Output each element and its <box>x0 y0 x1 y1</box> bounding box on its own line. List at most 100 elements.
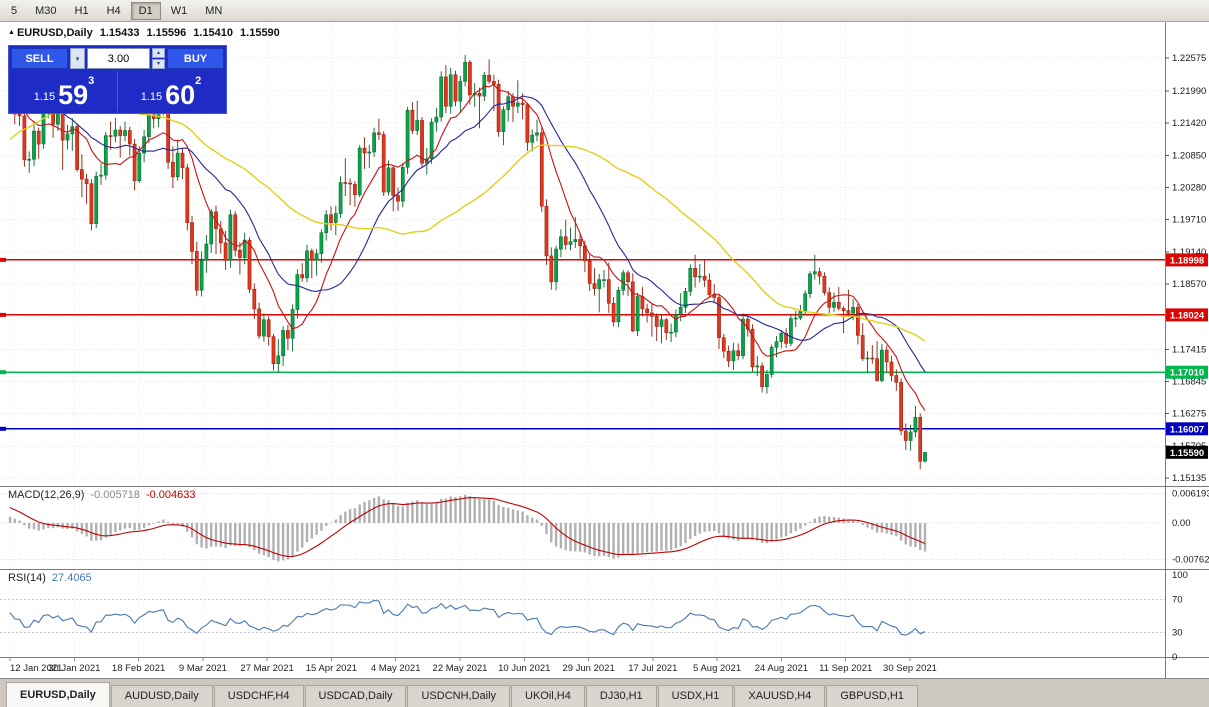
svg-text:100: 100 <box>1172 570 1188 581</box>
svg-text:5 Aug 2021: 5 Aug 2021 <box>693 663 741 674</box>
svg-text:1.20280: 1.20280 <box>1172 183 1206 194</box>
svg-text:1.21990: 1.21990 <box>1172 86 1206 97</box>
sell-price-display[interactable]: 1.15 59 3 <box>11 71 118 111</box>
chart-tab-usdcad-daily[interactable]: USDCAD,Daily <box>304 685 407 707</box>
chart-tab-audusd-daily[interactable]: AUDUSD,Daily <box>110 685 213 707</box>
grid-layer <box>0 22 1165 657</box>
volume-decrease-button[interactable]: ▾ <box>152 59 165 69</box>
macd-signal-value: -0.004633 <box>145 489 196 501</box>
chart-tab-ukoil-h4[interactable]: UKOil,H4 <box>511 685 585 707</box>
price-chart-canvas[interactable]: 1.22575 1.21990 1.21420 1.20850 1.20280 1.197… <box>0 22 1209 678</box>
buy-price-pips: 60 <box>165 80 196 111</box>
svg-text:1.17010: 1.17010 <box>1170 368 1204 379</box>
chart-ohlc-header: ▲ EURUSD,Daily 1.15433 1.15596 1.15410 1.1559… <box>8 27 287 39</box>
svg-text:1.16275: 1.16275 <box>1172 409 1206 420</box>
macd-label: MACD(12,26,9) -0.005718 -0.004633 <box>8 489 202 501</box>
svg-text:1.22575: 1.22575 <box>1172 53 1206 64</box>
timeframe-m30[interactable]: M30 <box>35 4 57 17</box>
svg-text:4 May 2021: 4 May 2021 <box>371 663 421 674</box>
svg-text:1.19140: 1.19140 <box>1172 247 1206 258</box>
timeframe-d1[interactable]: D1 <box>130 1 161 20</box>
svg-text:30 Jan 2021: 30 Jan 2021 <box>48 663 100 674</box>
volume-stepper: ▴ ▾ <box>152 48 165 69</box>
svg-text:27 Mar 2021: 27 Mar 2021 <box>240 663 293 674</box>
close-value: 1.15590 <box>240 27 280 39</box>
chart-tab-usdchf-h4[interactable]: USDCHF,H4 <box>213 685 304 707</box>
volume-increase-button[interactable]: ▴ <box>152 48 165 58</box>
svg-text:9 Mar 2021: 9 Mar 2021 <box>179 663 227 674</box>
svg-text:22 May 2021: 22 May 2021 <box>433 663 488 674</box>
volume-dropdown-button[interactable]: ▾ <box>70 48 85 69</box>
timeframe-mn[interactable]: MN <box>205 4 223 17</box>
svg-text:24 Aug 2021: 24 Aug 2021 <box>755 663 808 674</box>
level-line-handle[interactable] <box>0 312 6 317</box>
chart-tab-usdx-h1[interactable]: USDX,H1 <box>657 685 734 707</box>
ma-10-line <box>9 83 926 411</box>
sell-button[interactable]: SELL <box>11 48 68 69</box>
macd-title-text: MACD(12,26,9) <box>8 489 85 501</box>
svg-text:1.15590: 1.15590 <box>1170 448 1204 459</box>
svg-text:30: 30 <box>1172 627 1183 638</box>
svg-text:12 Jan 2021: 12 Jan 2021 <box>10 663 62 674</box>
svg-text:0.006193: 0.006193 <box>1172 488 1209 499</box>
open-value: 1.15433 <box>99 27 140 39</box>
svg-text:1.18024: 1.18024 <box>1170 310 1205 321</box>
timeframe-w1[interactable]: W1 <box>170 4 188 17</box>
collapse-triangle-icon[interactable]: ▲ <box>8 29 15 36</box>
volume-input[interactable] <box>87 48 150 69</box>
svg-text:1.19710: 1.19710 <box>1172 215 1206 226</box>
level-line-handle[interactable] <box>0 257 6 262</box>
svg-text:18 Feb 2021: 18 Feb 2021 <box>112 663 165 674</box>
low-value: 1.15410 <box>193 27 234 39</box>
buy-price-base: 1.15 <box>140 91 163 103</box>
price-badge <box>1166 308 1208 322</box>
svg-text:10 Jun 2021: 10 Jun 2021 <box>498 663 550 674</box>
chart-tab-gbpusd-h1[interactable]: GBPUSD,H1 <box>826 685 918 707</box>
svg-text:1.16007: 1.16007 <box>1170 424 1204 435</box>
macd-main-value: -0.005718 <box>90 489 140 501</box>
moving-averages-layer <box>9 73 926 411</box>
price-axis-layer: 1.22575 1.21990 1.21420 1.20850 1.20280 1.197… <box>1165 53 1209 663</box>
svg-text:1.21420: 1.21420 <box>1172 118 1206 129</box>
chart-tab-usdcnh-daily[interactable]: USDCNH,Daily <box>407 685 511 707</box>
timeframe-5[interactable]: 5 <box>11 4 18 17</box>
timeframe-toolbar: 5 M30 H1 H4 D1 W1 MN <box>0 0 1209 22</box>
buy-button[interactable]: BUY <box>167 48 224 69</box>
rsi-value: 27.4065 <box>51 572 92 584</box>
chart-tab-eurusd-daily[interactable]: EURUSD,Daily <box>6 682 110 707</box>
level-line-handle[interactable] <box>0 370 6 375</box>
chart-tab-xauusd-h4[interactable]: XAUUSD,H4 <box>734 685 826 707</box>
candles-layer <box>8 54 927 470</box>
price-badges-layer: 1.18998 1.18024 1.17010 1.16007 1.15590 <box>1166 253 1208 459</box>
price-badge <box>1166 253 1208 267</box>
svg-text:70: 70 <box>1172 595 1183 606</box>
chart-tabs-bar: EURUSD,Daily AUDUSD,Daily USDCHF,H4 USDCAD,… <box>0 678 1209 707</box>
frame-layer <box>0 22 1209 678</box>
chart-window: 1.22575 1.21990 1.21420 1.20850 1.20280 1.197… <box>0 22 1209 678</box>
level-line-handle[interactable] <box>0 426 6 431</box>
chart-tab-dj30-h1[interactable]: DJ30,H1 <box>585 685 657 707</box>
svg-text:1.18570: 1.18570 <box>1172 279 1206 290</box>
timeframe-h1[interactable]: H1 <box>74 4 89 17</box>
rsi-label: RSI(14) 27.4065 <box>8 572 98 584</box>
rsi-layer <box>0 599 1165 636</box>
svg-text:1.15135: 1.15135 <box>1172 473 1206 484</box>
svg-text:-0.00762: -0.00762 <box>1172 555 1209 566</box>
one-click-trading-panel: SELL ▾ ▴ ▾ BUY 1.15 59 3 1.15 60 2 <box>8 45 227 114</box>
svg-text:1.16845: 1.16845 <box>1172 377 1206 388</box>
svg-text:17 Jul 2021: 17 Jul 2021 <box>628 663 677 674</box>
rsi-line <box>9 599 926 636</box>
macd-layer <box>0 492 1165 562</box>
svg-text:0.00: 0.00 <box>1172 518 1191 529</box>
svg-text:11 Sep 2021: 11 Sep 2021 <box>819 663 872 674</box>
symbol-label: EURUSD,Daily <box>16 27 93 39</box>
timeframe-h4[interactable]: H4 <box>106 4 121 17</box>
svg-text:30 Sep 2021: 30 Sep 2021 <box>883 663 937 674</box>
svg-text:0: 0 <box>1172 652 1177 663</box>
buy-price-pipette: 2 <box>195 75 202 87</box>
macd-signal-line <box>9 497 926 558</box>
sell-price-pipette: 3 <box>88 75 95 87</box>
high-value: 1.15596 <box>146 27 187 39</box>
buy-price-display[interactable]: 1.15 60 2 <box>118 71 224 111</box>
